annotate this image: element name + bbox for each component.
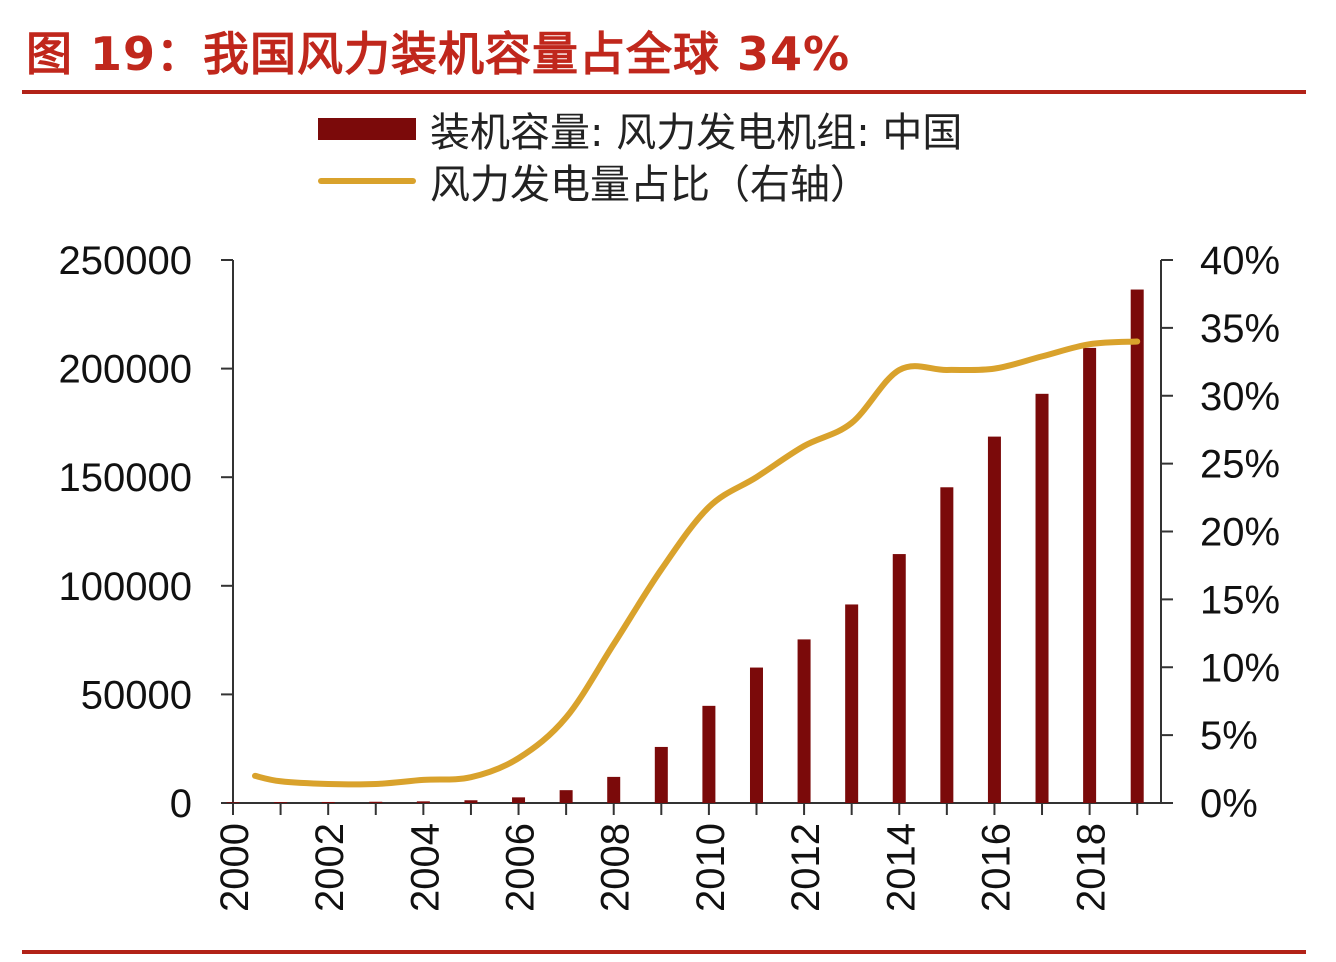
legend-item-share: 风力发电量占比（右轴） — [318, 152, 870, 210]
left-tick-label: 200000 — [59, 348, 192, 392]
right-tick-label: 10% — [1200, 646, 1280, 690]
right-tick-label: 0% — [1200, 782, 1258, 826]
bar — [940, 487, 954, 803]
right-tick-label: 35% — [1200, 307, 1280, 351]
legend-label-share: 风力发电量占比（右轴） — [430, 162, 870, 208]
chart-title: 图 19：我国风力装机容量占全球 34% — [26, 27, 851, 81]
x-tick-label: 2010 — [689, 823, 733, 912]
right-tick-label: 15% — [1200, 578, 1280, 622]
title-divider — [22, 90, 1306, 94]
right-tick-label: 5% — [1200, 714, 1258, 758]
legend-item-capacity: 装机容量: 风力发电机组: 中国 — [318, 100, 962, 158]
x-tick-label: 2014 — [879, 823, 923, 912]
bar — [512, 797, 526, 803]
bar — [845, 604, 859, 803]
x-tick-label: 2012 — [784, 823, 828, 912]
x-tick-label: 2000 — [213, 823, 257, 912]
footer-divider — [22, 950, 1306, 954]
bar — [607, 776, 621, 803]
bar — [464, 800, 478, 803]
right-tick-label: 25% — [1200, 443, 1280, 487]
x-tick-label: 2002 — [308, 823, 352, 912]
bar — [559, 790, 573, 803]
right-tick-label: 30% — [1200, 375, 1280, 419]
legend-label-capacity: 装机容量: 风力发电机组: 中国 — [430, 110, 963, 156]
bar — [416, 801, 430, 803]
legend-swatch-bar — [318, 118, 416, 140]
bar — [987, 436, 1001, 803]
bar — [1130, 289, 1144, 804]
share-line — [252, 338, 1141, 788]
legend-swatch-line — [318, 178, 416, 184]
x-tick-label: 2004 — [403, 823, 447, 912]
left-tick-label: 100000 — [59, 565, 192, 609]
x-tick-label: 2006 — [499, 823, 543, 912]
left-tick-label: 0 — [170, 782, 192, 826]
bar — [321, 801, 335, 803]
right-tick-label: 20% — [1200, 511, 1280, 555]
bar — [654, 746, 668, 803]
left-tick-label: 150000 — [59, 456, 192, 500]
bar — [892, 554, 906, 803]
x-tick-label: 2008 — [594, 823, 638, 912]
bar — [797, 639, 811, 803]
x-tick-label: 2016 — [974, 823, 1018, 912]
bar — [274, 802, 288, 803]
bar — [1035, 393, 1049, 803]
bar — [702, 705, 716, 803]
bar — [226, 802, 240, 803]
left-tick-label: 250000 — [59, 239, 192, 283]
bar — [749, 667, 763, 803]
right-tick-label: 40% — [1200, 239, 1280, 283]
bar — [369, 801, 383, 803]
x-tick-label: 2018 — [1070, 823, 1114, 912]
bar — [1083, 347, 1097, 803]
left-tick-label: 50000 — [81, 673, 192, 717]
